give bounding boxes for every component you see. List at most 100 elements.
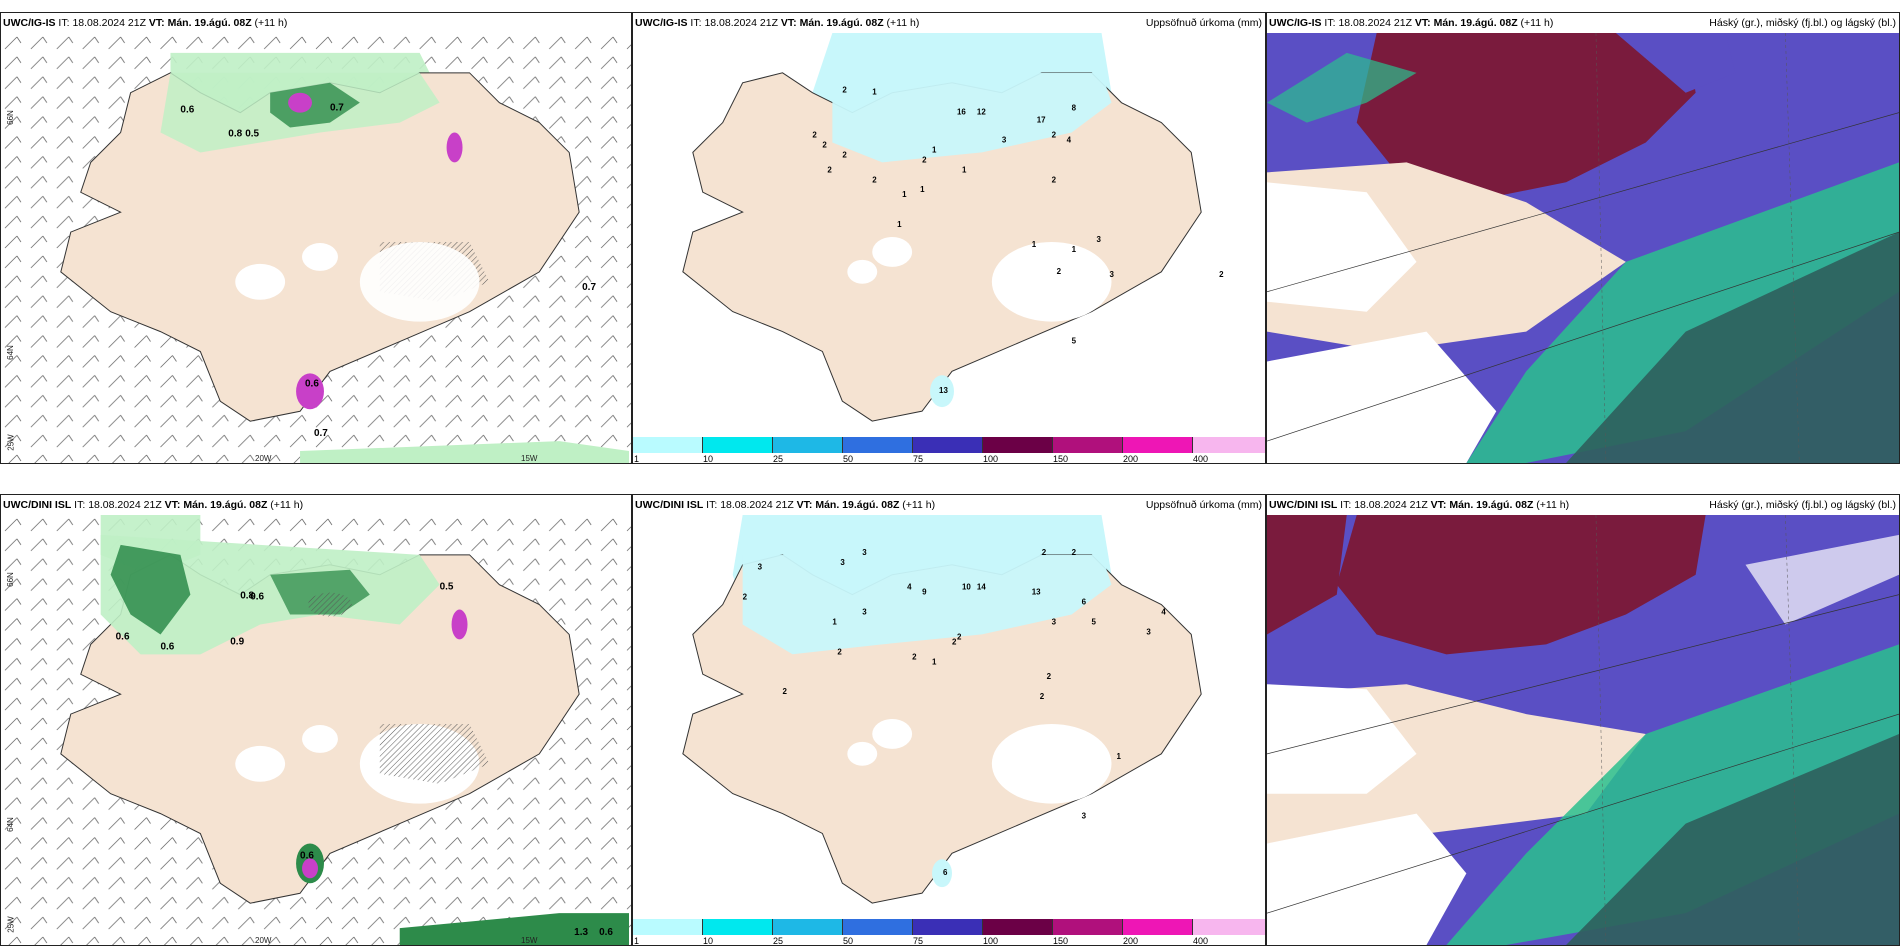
wind-precip-panel-row1: UWC/IG-IS IT: 18.08.2024 21Z VT: Mán. 19… bbox=[0, 12, 632, 464]
model-label: UWC/IG-IS bbox=[3, 17, 56, 29]
precip-value: 4 bbox=[907, 583, 912, 592]
precip-map[interactable]: 3 2 3 3 1 2 3 4 9 13 14 10 2 2 6 5 3 2 1… bbox=[633, 515, 1265, 919]
colorbar-segment bbox=[633, 437, 703, 453]
panel-header: UWC/DINI ISL IT: 18.08.2024 21Z VT: Mán.… bbox=[1267, 495, 1899, 515]
colorbar-label: 100 bbox=[983, 936, 999, 946]
colorbar-label: 400 bbox=[1193, 454, 1209, 464]
model-label: UWC/IG-IS bbox=[1269, 17, 1322, 29]
precip-value: 2 bbox=[783, 687, 788, 696]
colorbar-segment bbox=[1053, 437, 1123, 453]
precip-value: 2 bbox=[912, 652, 917, 661]
precip-colorbar: 1 10 25 50 75 100 150 200 400 bbox=[633, 919, 1265, 945]
vt-value: Mán. 19.ágú. 08Z bbox=[167, 17, 252, 29]
precip-value: 1 bbox=[1116, 752, 1121, 761]
vt-label: VT: bbox=[148, 17, 165, 29]
vt-label: VT: bbox=[796, 499, 813, 511]
lat-label-64: 64N bbox=[5, 817, 15, 832]
wind-map[interactable]: 0.6 0.8 0.5 0.7 0.7 0.6 0.7 66N 64N 25W … bbox=[1, 33, 631, 463]
cloud-map[interactable] bbox=[1267, 515, 1899, 945]
wind-value: 1.3 bbox=[574, 927, 588, 938]
vt-label: VT: bbox=[164, 499, 181, 511]
precip-value: 2 bbox=[822, 140, 827, 149]
precip-value: 3 bbox=[1052, 617, 1057, 626]
precip-value: 2 bbox=[952, 637, 957, 646]
wind-value: 0.5 bbox=[440, 582, 454, 593]
precip-value: 2 bbox=[1052, 130, 1057, 139]
lat-label-66: 66N bbox=[5, 572, 15, 587]
model-label: UWC/DINI ISL bbox=[635, 499, 704, 511]
precip-value: 1 bbox=[832, 617, 837, 626]
south-dark-band bbox=[399, 913, 630, 945]
lead-time: (+11 h) bbox=[886, 17, 920, 29]
lead-time: (+11 h) bbox=[902, 499, 936, 511]
colorbar-label: 200 bbox=[1123, 454, 1139, 464]
colorbar-label: 200 bbox=[1123, 936, 1139, 946]
cloud-map[interactable] bbox=[1267, 33, 1899, 463]
precip-value: 2 bbox=[1042, 548, 1047, 557]
precip-value: 1 bbox=[902, 190, 907, 199]
lon-label-25: 25W bbox=[6, 916, 16, 933]
colorbar-label: 1 bbox=[634, 454, 640, 464]
precip-value: 6 bbox=[1082, 598, 1087, 607]
precip-value: 2 bbox=[1047, 672, 1052, 681]
colorbar-segment bbox=[983, 437, 1053, 453]
model-label: UWC/DINI ISL bbox=[1269, 499, 1338, 511]
colorbar-segment bbox=[1123, 437, 1193, 453]
precip-value: 4 bbox=[1067, 135, 1072, 144]
cloud-title: Háský (gr.), miðský (fj.bl.) og lágský (… bbox=[1709, 499, 1896, 511]
wind-value: 0.6 bbox=[180, 105, 194, 116]
precip-value: 2 bbox=[1040, 692, 1045, 701]
colorbar-segment bbox=[1193, 437, 1265, 453]
cloud-map-svg bbox=[1267, 515, 1899, 945]
model-label: UWC/IG-IS bbox=[635, 17, 688, 29]
precip-value: 10 bbox=[962, 583, 971, 592]
precip-value: 2 bbox=[842, 86, 847, 95]
precip-value: 2 bbox=[922, 155, 927, 164]
model-label: UWC/DINI ISL bbox=[3, 499, 72, 511]
south-green-band bbox=[300, 441, 630, 463]
panel-header: UWC/DINI ISL IT: 18.08.2024 21Z VT: Mán.… bbox=[633, 495, 1265, 515]
precip-value: 2 bbox=[827, 165, 832, 174]
colorbar-segment bbox=[703, 437, 773, 453]
vt-label: VT: bbox=[1414, 17, 1431, 29]
precip-title: Uppsöfnuð úrkoma (mm) bbox=[1145, 499, 1262, 511]
lon-label-15: 15W bbox=[521, 454, 538, 463]
colorbar-segment bbox=[703, 919, 773, 935]
panel-header: UWC/IG-IS IT: 18.08.2024 21Z VT: Mán. 19… bbox=[1, 13, 631, 33]
it-value: 18.08.2024 21Z bbox=[1354, 499, 1428, 511]
wind-value: 0.8 bbox=[228, 129, 242, 140]
wind-map-svg: 0.6 0.8 0.6 0.9 0.5 0.6 0.6 1.3 0.6 bbox=[1, 515, 631, 945]
colorbar-segment bbox=[1053, 919, 1123, 935]
cloud-title: Háský (gr.), miðský (fj.bl.) og lágský (… bbox=[1709, 17, 1896, 29]
precip-value: 2 bbox=[1052, 175, 1057, 184]
precip-panel-row1: UWC/IG-IS IT: 18.08.2024 21Z VT: Mán. 19… bbox=[632, 12, 1266, 464]
left-white bbox=[1267, 182, 1417, 312]
precip-value: 5 bbox=[1092, 617, 1097, 626]
precip-value: 1 bbox=[920, 185, 925, 194]
precip-map-svg: 2 1 2 2 2 4 17 8 3 12 16 2 1 2 2 1 1 2 1… bbox=[682, 33, 1224, 422]
precip-value: 1 bbox=[1032, 240, 1037, 249]
wind-map-svg: 0.6 0.8 0.5 0.7 0.7 0.6 0.7 bbox=[1, 33, 631, 463]
wind-map[interactable]: 0.6 0.8 0.6 0.9 0.5 0.6 0.6 1.3 0.6 66N … bbox=[1, 515, 631, 945]
panel-header: UWC/IG-IS IT: 18.08.2024 21Z VT: Mán. 19… bbox=[1267, 13, 1899, 33]
colorbar-segment bbox=[633, 919, 703, 935]
precip-value: 3 bbox=[840, 558, 845, 567]
colorbar-label: 10 bbox=[703, 454, 714, 464]
precip-value: 6 bbox=[943, 868, 948, 877]
colorbar-label: 150 bbox=[1053, 936, 1069, 946]
colorbar-label: 400 bbox=[1193, 936, 1209, 946]
lon-label-20: 20W bbox=[255, 454, 272, 463]
wind-value: 0.6 bbox=[305, 378, 319, 389]
precip-value: 1 bbox=[932, 145, 937, 154]
it-value: 18.08.2024 21Z bbox=[1338, 17, 1412, 29]
precip-value: 2 bbox=[842, 150, 847, 159]
precip-value: 2 bbox=[812, 130, 817, 139]
colorbar-segment bbox=[913, 437, 983, 453]
dark-low-cloud bbox=[1566, 232, 1899, 463]
precip-value: 3 bbox=[1109, 270, 1114, 279]
precip-map[interactable]: 2 1 2 2 2 4 17 8 3 12 16 2 1 2 2 1 1 2 1… bbox=[633, 33, 1265, 437]
wind-value: 0.7 bbox=[582, 282, 596, 293]
colorbar-label: 75 bbox=[913, 454, 924, 464]
colorbar-label: 100 bbox=[983, 454, 999, 464]
it-value: 18.08.2024 21Z bbox=[88, 499, 162, 511]
